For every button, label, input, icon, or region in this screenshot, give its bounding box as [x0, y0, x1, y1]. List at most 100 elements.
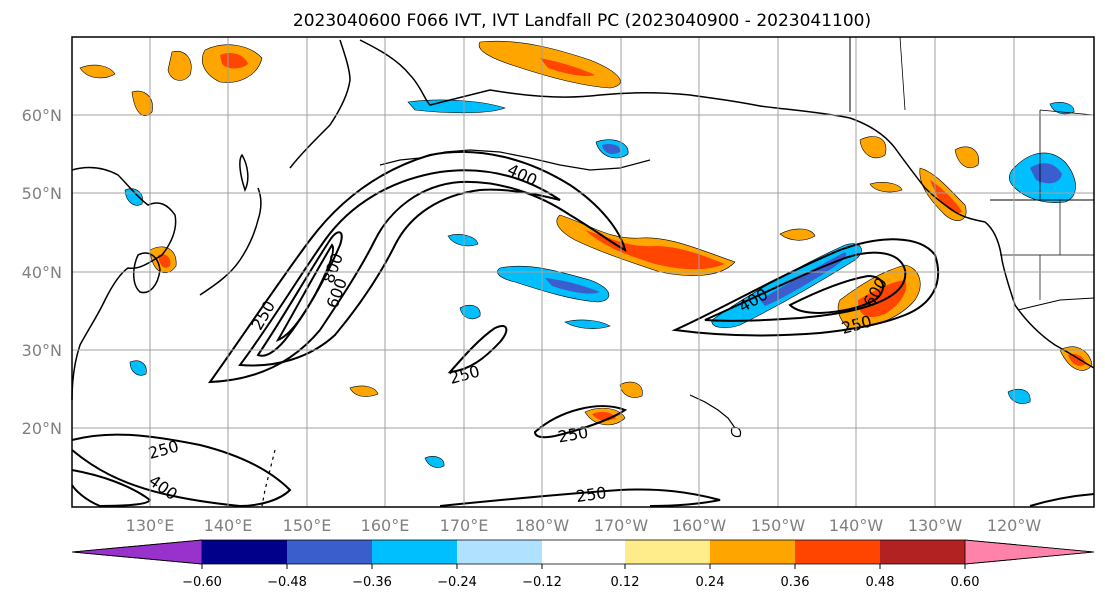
contour-400-southwest: [71, 469, 152, 508]
colorbar-tick-label: 0.36: [781, 575, 810, 590]
map-panel: 400 800 600 250 250 250 400 250 400 600 …: [71, 36, 1095, 508]
lon-tick-label: 160°E: [361, 516, 410, 535]
filled-region: [869, 182, 903, 193]
contour-250-central: [447, 324, 508, 374]
colorbar-segment: [287, 540, 372, 564]
border-provinces: [899, 36, 1095, 200]
colorbar-segment: [542, 540, 625, 564]
coastline-aleutians: [379, 149, 651, 171]
ivt-contours: [71, 150, 1095, 508]
borders: [849, 36, 1095, 311]
colorbar: −0.60 −0.48 −0.36 −0.24 −0.12 0.12 0.24 …: [71, 539, 1095, 590]
filled-region: [1049, 102, 1075, 115]
filled-region: [564, 319, 611, 329]
lat-tick-label: 20°N: [22, 419, 62, 438]
filled-region: [585, 230, 725, 270]
lon-tick-label: 120°W: [987, 516, 1042, 535]
colorbar-extend-max: [964, 539, 1095, 565]
filled-region: [954, 146, 979, 169]
filled-region: [930, 180, 962, 214]
colorbar-tick-label: −0.24: [437, 575, 477, 590]
lon-tick-label: 140°W: [829, 516, 884, 535]
colorbar-segment: [372, 540, 457, 564]
coastline-kamchatka: [289, 39, 351, 169]
filled-region: [858, 280, 907, 318]
colorbar-tick-label: −0.60: [182, 575, 222, 590]
filled-region: [167, 50, 192, 81]
coastline-north-america: [924, 187, 1095, 369]
filled-region: [407, 99, 506, 114]
coastline-korea: [133, 252, 161, 294]
colorbar-tick-label: 0.60: [951, 575, 980, 590]
colorbar-tick-label: 0.48: [866, 575, 895, 590]
lon-tick-label: 130°W: [908, 516, 963, 535]
colorbar-extend-min: [71, 539, 203, 565]
coastline-japan: [199, 153, 262, 296]
contour-250-south: [533, 405, 628, 439]
filled-region: [545, 278, 600, 294]
filled-region: [779, 228, 816, 241]
colorbar-ticks: [201, 564, 966, 569]
lat-tick-label: 40°N: [22, 263, 62, 282]
colorbar-segment: [795, 540, 880, 564]
filled-region: [619, 381, 643, 398]
coastlines: [71, 39, 1095, 438]
colorbar-tick-labels: −0.60 −0.48 −0.36 −0.24 −0.12 0.12 0.24 …: [182, 575, 979, 590]
contour-250-bottom-right: [1029, 493, 1095, 507]
contour-250-west: [207, 150, 627, 384]
filled-region: [1068, 354, 1086, 366]
coastline-asia: [71, 166, 177, 401]
lon-tick-label: 150°W: [751, 516, 806, 535]
latitude-labels: 60°N 50°N 40°N 30°N 20°N: [22, 106, 62, 438]
lon-tick-label: 160°W: [672, 516, 727, 535]
contour-dashed: [261, 449, 276, 507]
lon-tick-label: 170°W: [594, 516, 649, 535]
lon-tick-label: 150°E: [283, 516, 332, 535]
colorbar-tick-label: −0.48: [267, 575, 307, 590]
filled-region: [131, 90, 153, 116]
colorbar-segment: [710, 540, 795, 564]
figure-title: 2023040600 F066 IVT, IVT Landfall PC (20…: [293, 11, 871, 31]
filled-region: [540, 58, 595, 77]
contour-250-southwest: [71, 433, 292, 508]
filled-region: [1030, 163, 1062, 184]
contour-800-west: [275, 243, 334, 343]
lon-tick-label: 130°E: [126, 516, 175, 535]
colorbar-tick-label: 0.24: [696, 575, 725, 590]
lat-tick-label: 30°N: [22, 341, 62, 360]
border-us-mexico: [1017, 297, 1095, 311]
colorbar-tick-label: −0.12: [522, 575, 562, 590]
filled-region: [349, 385, 379, 397]
lon-tick-label: 170°E: [440, 516, 489, 535]
contour-600-west: [256, 231, 343, 357]
contour-600-east: [788, 274, 884, 315]
lat-tick-label: 60°N: [22, 106, 62, 125]
map-frame: [71, 36, 1095, 508]
lat-tick-label: 50°N: [22, 184, 62, 203]
contour-400-west: [238, 169, 561, 367]
border-states: [1000, 200, 1094, 300]
filled-region: [447, 234, 479, 247]
contour-250-east: [671, 238, 940, 337]
filled-region: [859, 136, 887, 159]
filled-region: [79, 64, 116, 79]
longitude-labels: 130°E 140°E 150°E 160°E 170°E 180°W 170°…: [126, 516, 1042, 535]
filled-region: [220, 53, 248, 69]
filled-region: [158, 254, 171, 268]
filled-region: [602, 143, 621, 154]
lon-tick-label: 140°E: [204, 516, 253, 535]
contour-label: 250: [575, 483, 608, 506]
colorbar-tick-label: 0.12: [611, 575, 640, 590]
coastline-alaska: [359, 39, 926, 189]
colorbar-segment: [880, 540, 965, 564]
contour-250-bottom: [439, 488, 721, 507]
contour-400-east: [704, 251, 907, 322]
filled-region: [424, 456, 445, 468]
colorbar-segment: [457, 540, 542, 564]
gridlines: [72, 37, 1094, 507]
filled-region: [129, 360, 147, 376]
colorbar-segment: [202, 540, 287, 564]
colorbar-segment: [625, 540, 710, 564]
colorbar-tick-label: −0.36: [352, 575, 392, 590]
